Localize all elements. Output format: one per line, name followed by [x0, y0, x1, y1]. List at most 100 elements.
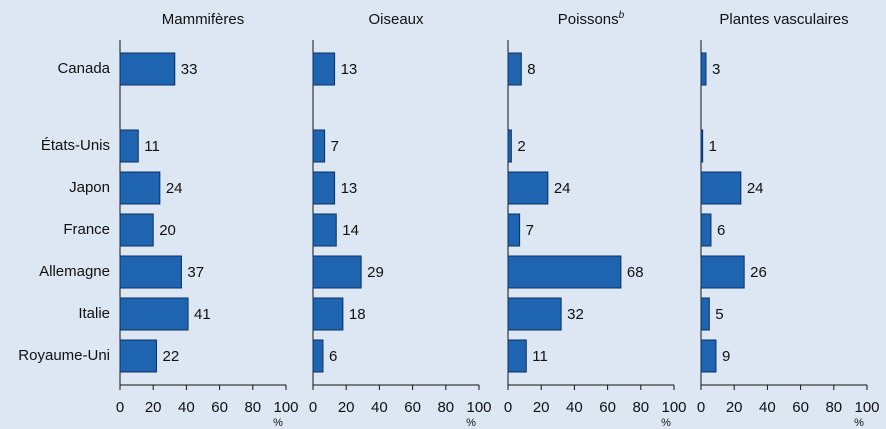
value-label: 20	[159, 222, 176, 239]
bar	[119, 297, 189, 331]
category-label: Canada	[57, 60, 110, 77]
x-tick-label: 80	[825, 399, 842, 416]
x-tick-label: 0	[504, 399, 512, 416]
x-tick-label: 80	[244, 399, 261, 416]
x-tick-label: 100	[466, 399, 491, 416]
value-label: 24	[747, 180, 764, 197]
x-tick-label: 40	[566, 399, 583, 416]
bar	[507, 52, 522, 86]
bar	[507, 129, 512, 163]
value-label: 32	[567, 306, 584, 323]
x-tick-label: 100	[273, 399, 298, 416]
value-label: 68	[627, 264, 644, 281]
value-label: 33	[181, 61, 198, 78]
value-label: 7	[331, 138, 339, 155]
bar	[119, 339, 158, 373]
value-label: 11	[532, 348, 548, 365]
x-tick-label: 20	[145, 399, 162, 416]
value-label: 24	[554, 180, 571, 197]
x-tick-label: 20	[726, 399, 743, 416]
value-label: 41	[194, 306, 211, 323]
value-label: 5	[715, 306, 723, 323]
panel-title: Oiseaux	[368, 11, 424, 28]
value-label: 29	[367, 264, 384, 281]
value-label: 22	[163, 348, 180, 365]
x-tick-label: 80	[437, 399, 454, 416]
x-tick-label: 60	[211, 399, 228, 416]
value-label: 14	[342, 222, 359, 239]
bar	[700, 297, 710, 331]
bar	[312, 255, 362, 289]
x-tick-label: 20	[338, 399, 355, 416]
bar	[312, 129, 326, 163]
value-label: 13	[341, 180, 358, 197]
bar	[119, 129, 139, 163]
x-axis-label: %	[273, 417, 283, 429]
bar	[312, 52, 336, 86]
bar	[507, 171, 549, 205]
category-label: France	[63, 221, 110, 238]
value-label: 3	[712, 61, 720, 78]
value-label: 2	[517, 138, 525, 155]
x-tick-label: 20	[533, 399, 550, 416]
bar	[119, 255, 182, 289]
x-tick-label: 40	[759, 399, 776, 416]
x-tick-label: 80	[632, 399, 649, 416]
x-tick-label: 40	[178, 399, 195, 416]
bar	[507, 297, 562, 331]
x-tick-label: 100	[854, 399, 879, 416]
panel-title: Plantes vasculaires	[719, 11, 848, 28]
value-label: 37	[187, 264, 204, 281]
value-label: 8	[527, 61, 535, 78]
category-label: Royaume-Uni	[18, 347, 110, 364]
bar	[700, 255, 745, 289]
category-label: Allemagne	[39, 263, 110, 280]
x-axis-label: %	[466, 417, 476, 429]
value-label: 9	[722, 348, 730, 365]
x-tick-label: 60	[404, 399, 421, 416]
bar	[312, 213, 337, 247]
panel-title-superscript: b	[619, 10, 625, 21]
value-label: 18	[349, 306, 366, 323]
bar	[119, 171, 161, 205]
bar	[700, 171, 742, 205]
x-tick-label: 40	[371, 399, 388, 416]
bar	[312, 171, 336, 205]
panel-title-text: Plantes vasculaires	[719, 11, 848, 28]
category-label: États-Unis	[41, 137, 110, 154]
bar	[312, 339, 324, 373]
x-tick-label: 0	[697, 399, 705, 416]
x-tick-label: 60	[599, 399, 616, 416]
value-label: 1	[709, 138, 717, 155]
value-label: 13	[341, 61, 358, 78]
category-label: Italie	[78, 305, 110, 322]
value-label: 26	[750, 264, 767, 281]
bar	[312, 297, 344, 331]
panel-title-text: Mammifères	[162, 11, 245, 28]
x-tick-label: 60	[792, 399, 809, 416]
bar	[700, 339, 717, 373]
value-label: 6	[717, 222, 725, 239]
panel-title: Mammifères	[162, 11, 245, 28]
x-axis-label: %	[661, 417, 671, 429]
x-axis-label: %	[854, 417, 864, 429]
panel-title-text: Poissons	[558, 11, 619, 28]
bar	[700, 52, 707, 86]
bar	[119, 52, 176, 86]
bar	[507, 255, 622, 289]
bar	[119, 213, 154, 247]
panel-title-text: Oiseaux	[368, 11, 424, 28]
value-label: 11	[144, 138, 160, 155]
panel-title: Poissonsb	[558, 10, 625, 28]
x-tick-label: 0	[309, 399, 317, 416]
bar	[507, 339, 527, 373]
category-label: Japon	[69, 179, 110, 196]
x-tick-label: 0	[116, 399, 124, 416]
bar	[507, 213, 521, 247]
value-label: 7	[526, 222, 534, 239]
value-label: 24	[166, 180, 183, 197]
bar	[700, 129, 704, 163]
bar	[700, 213, 712, 247]
x-tick-label: 100	[661, 399, 686, 416]
